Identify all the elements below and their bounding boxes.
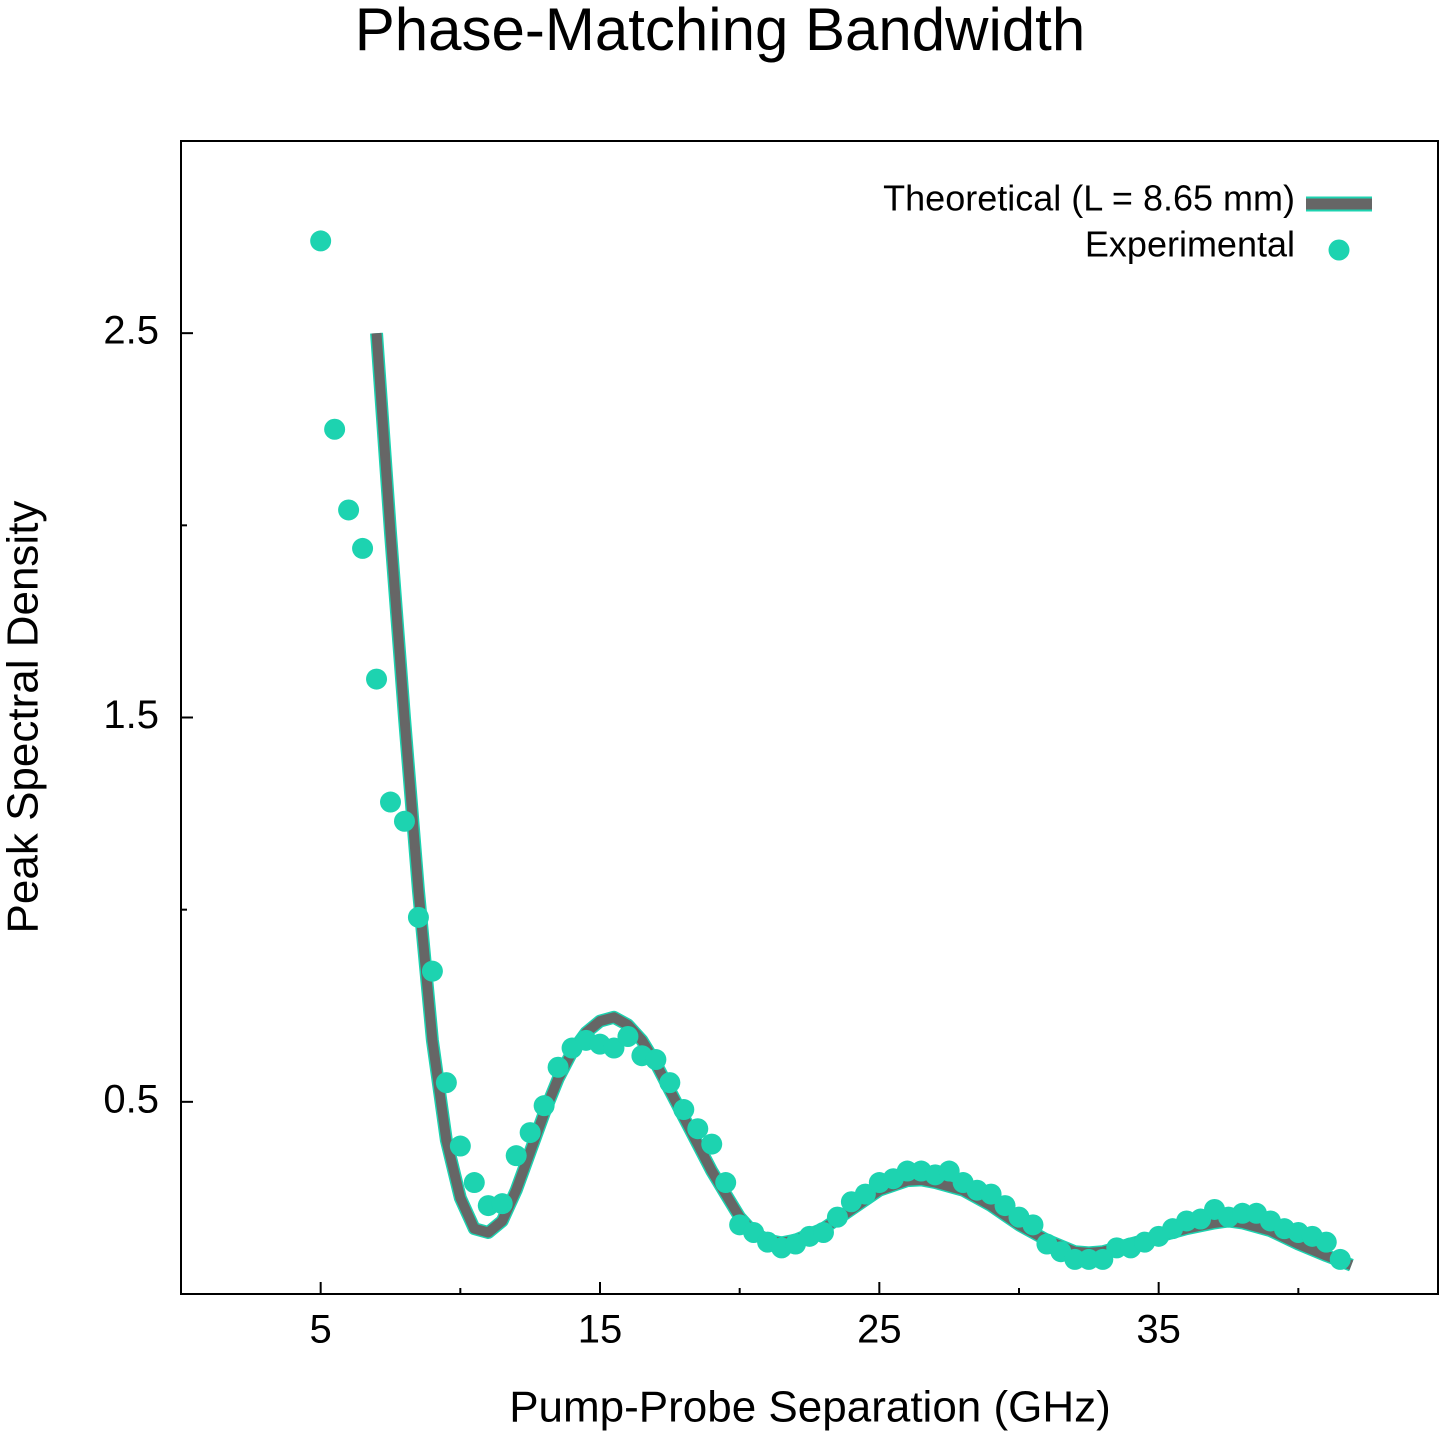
x-tick-label: 35 [1136, 1308, 1181, 1352]
point [380, 791, 401, 813]
point [435, 1072, 457, 1094]
point [366, 668, 388, 690]
legend-label: Theoretical (L = 8.65 mm) [883, 178, 1295, 219]
legend-label: Experimental [1085, 224, 1295, 265]
x-axis-label: Pump-Probe Separation (GHz) [509, 1383, 1111, 1432]
point [673, 1099, 695, 1121]
point [617, 1025, 639, 1047]
point [338, 499, 360, 521]
plot-area [310, 230, 1354, 1272]
point [310, 230, 332, 252]
plot-frame [180, 140, 1439, 1295]
point [407, 906, 429, 928]
point [1329, 1248, 1351, 1270]
point [1022, 1214, 1044, 1236]
point [980, 1183, 1002, 1205]
point [854, 1183, 876, 1205]
x-tick-label: 5 [310, 1308, 332, 1352]
x-tick-label: 25 [857, 1308, 902, 1352]
point [505, 1145, 527, 1167]
y-tick-label: 2.5 [103, 309, 159, 353]
point [519, 1122, 541, 1144]
point [463, 1172, 485, 1194]
point [547, 1056, 569, 1078]
point [1315, 1231, 1337, 1253]
x-tick-label: 15 [578, 1308, 623, 1352]
point [938, 1160, 960, 1182]
point [826, 1206, 848, 1228]
point [449, 1135, 471, 1157]
point [701, 1133, 723, 1155]
point [1092, 1248, 1114, 1270]
point [393, 810, 415, 832]
point [645, 1049, 667, 1071]
point [687, 1118, 709, 1140]
point [715, 1172, 737, 1194]
point [352, 537, 374, 559]
y-axis-label: Peak Spectral Density [0, 501, 48, 934]
point [812, 1222, 834, 1244]
point [659, 1072, 681, 1094]
point [491, 1193, 513, 1215]
chart-title: Phase-Matching Bandwidth [355, 0, 1085, 63]
point [533, 1095, 555, 1117]
point [421, 960, 443, 982]
y-tick-label: 1.5 [103, 693, 159, 737]
point [994, 1195, 1016, 1217]
point [324, 418, 346, 440]
point [603, 1037, 625, 1059]
y-tick-label: 0.5 [103, 1077, 159, 1121]
legend-swatch [1328, 239, 1350, 261]
